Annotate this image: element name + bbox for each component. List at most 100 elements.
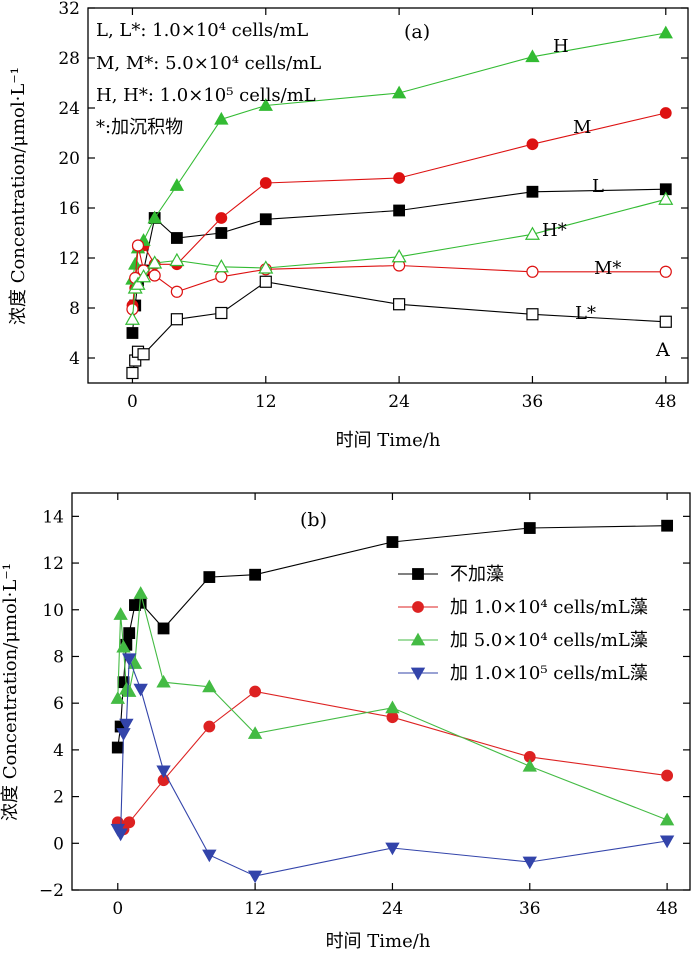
data-point-1-2 xyxy=(202,679,217,693)
data-point-0-5 xyxy=(124,311,140,325)
y-axis-label-a: 浓度 Concentration/μmol·L⁻¹ xyxy=(8,67,29,325)
series-group-a xyxy=(124,25,674,380)
data-point-1-1 xyxy=(249,685,262,698)
legend-label: 加 1.0×10⁵ cells/mL藻 xyxy=(450,663,648,684)
series-label-Hstar: H* xyxy=(542,220,567,241)
data-point-1-0 xyxy=(203,571,216,583)
series-group-b xyxy=(110,519,675,884)
y-tick-label: 6 xyxy=(53,694,64,714)
y-tick-label: 32 xyxy=(58,0,80,19)
annotation-sediment: *:加沉积物 xyxy=(96,117,183,138)
y-tick-label: 4 xyxy=(53,741,64,761)
data-point-0-3 xyxy=(393,298,406,311)
data-point-0-2 xyxy=(169,178,185,191)
legend-label: 加 5.0×10⁴ cells/mL藻 xyxy=(450,630,648,651)
data-point-0-1 xyxy=(659,107,672,119)
corner-label-a: A xyxy=(655,339,670,361)
data-point-0-2 xyxy=(658,25,673,39)
panel-label-b: (b) xyxy=(300,509,327,531)
data-point-0-0 xyxy=(259,213,272,226)
panel-label-a: (a) xyxy=(404,21,430,43)
data-point-1-3 xyxy=(119,718,134,732)
data-point-0-1 xyxy=(393,172,406,184)
y-tick-label: 2 xyxy=(53,788,64,808)
data-point-1-0 xyxy=(661,519,674,532)
data-point-1-1 xyxy=(203,720,216,733)
legend-label: 加 1.0×10⁴ cells/mL藻 xyxy=(450,597,648,618)
x-tick-label: 36 xyxy=(522,392,544,412)
y-tick-label: 8 xyxy=(53,647,64,667)
data-point-0-3 xyxy=(126,366,139,380)
data-point-1-0 xyxy=(157,622,170,635)
data-point-0-0 xyxy=(170,232,183,244)
annotation-H: H, H*: 1.0×10⁵ cells/mL xyxy=(96,85,316,106)
data-point-0-2 xyxy=(147,210,162,224)
y-tick-label: 28 xyxy=(58,49,80,69)
data-point-1-3 xyxy=(122,653,137,667)
data-point-0-4 xyxy=(215,270,228,283)
data-point-0-5 xyxy=(136,269,152,283)
plot-frame-a xyxy=(87,7,689,384)
data-point-1-3 xyxy=(113,828,128,842)
series-line-1-3 xyxy=(117,658,668,877)
y-tick-label: 8 xyxy=(69,299,80,319)
x-tick-label: 24 xyxy=(388,392,410,412)
series-label-L: L xyxy=(592,176,604,197)
data-point-0-5 xyxy=(147,255,163,269)
plot-frame-b xyxy=(71,492,691,891)
data-point-1-1 xyxy=(386,711,399,724)
y-tick-label: 16 xyxy=(58,199,80,219)
data-point-0-1 xyxy=(526,138,539,151)
data-point-1-1 xyxy=(123,816,136,829)
data-point-1-2 xyxy=(522,758,537,772)
y-tick-label: −2 xyxy=(39,881,64,901)
data-point-1-0 xyxy=(386,536,399,548)
x-tick-label: 12 xyxy=(255,392,277,412)
data-point-1-3 xyxy=(247,870,263,884)
data-point-1-0 xyxy=(123,627,136,640)
y-tick-label: 10 xyxy=(42,601,64,621)
data-point-0-4 xyxy=(170,285,183,298)
data-point-0-2 xyxy=(128,256,143,270)
legend-marker xyxy=(412,568,424,580)
data-point-1-2 xyxy=(156,674,171,688)
legend-marker xyxy=(410,667,426,681)
data-point-0-2 xyxy=(391,85,407,99)
data-point-0-5 xyxy=(524,226,540,240)
data-point-0-4 xyxy=(526,265,539,278)
x-tick-label: 48 xyxy=(655,392,677,412)
data-point-0-3 xyxy=(137,348,150,361)
data-point-0-4 xyxy=(131,239,145,252)
series-label-H: H xyxy=(553,36,569,57)
data-point-1-3 xyxy=(133,683,148,697)
x-tick-label: 0 xyxy=(112,899,123,919)
data-point-0-4 xyxy=(659,265,672,278)
y-tick-label: 20 xyxy=(58,149,80,169)
data-point-0-0 xyxy=(393,204,406,217)
data-point-1-0 xyxy=(111,741,124,754)
data-point-1-2 xyxy=(133,586,148,599)
series-label-Mstar: M* xyxy=(594,258,621,279)
data-point-0-3 xyxy=(170,313,183,326)
legend-marker xyxy=(412,601,424,613)
y-tick-label: 12 xyxy=(42,554,64,574)
x-axis-label-a: 时间 Time/h xyxy=(336,430,441,451)
data-point-1-1 xyxy=(661,769,674,782)
data-point-0-1 xyxy=(259,177,272,189)
x-tick-label: 0 xyxy=(127,392,138,412)
data-point-0-5 xyxy=(258,260,274,274)
data-point-0-3 xyxy=(659,315,672,328)
annotation-L: L, L*: 1.0×10⁴ cells/mL xyxy=(96,20,308,41)
data-point-1-3 xyxy=(659,835,675,849)
data-point-0-4 xyxy=(148,269,161,282)
x-axis-label-b: 时间 Time/h xyxy=(326,931,431,952)
data-point-0-5 xyxy=(169,252,185,267)
y-tick-label: 0 xyxy=(53,834,64,854)
data-point-0-0 xyxy=(126,327,139,339)
data-point-1-0 xyxy=(523,522,536,534)
